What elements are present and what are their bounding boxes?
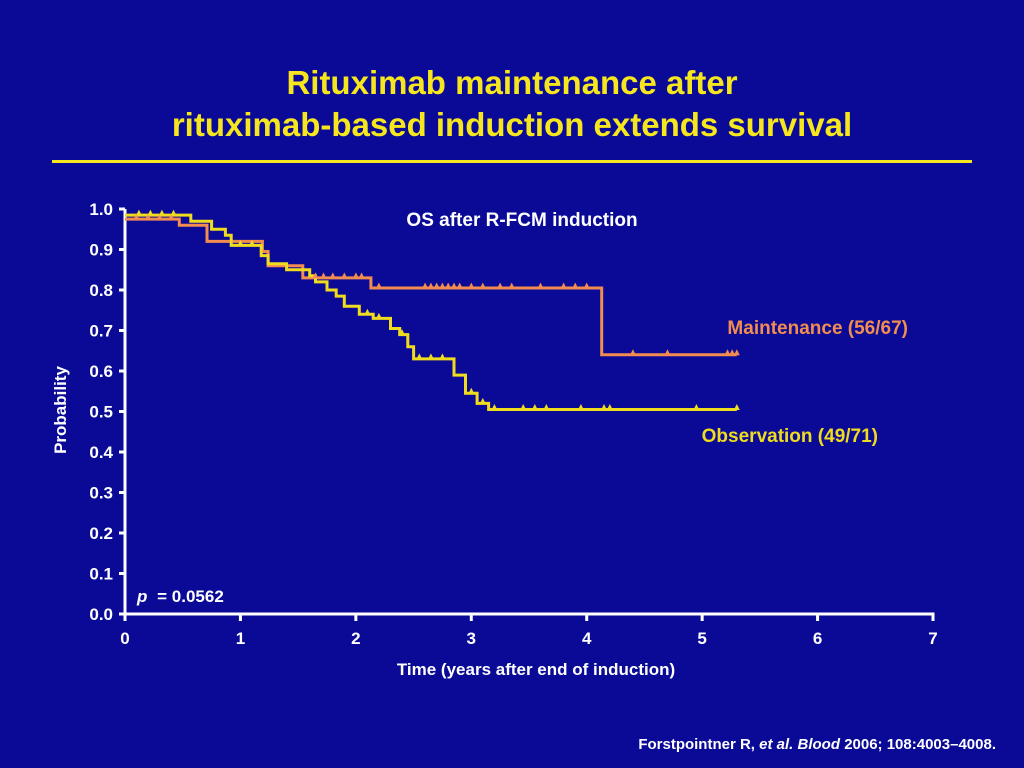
- observation-censor-mark: [399, 329, 405, 336]
- chart-censor-marks: [133, 209, 740, 410]
- observation-censor-mark: [693, 404, 700, 410]
- y-tick-label: 0.1: [89, 565, 113, 584]
- citation-etal: et al.: [759, 736, 794, 753]
- maintenance-censor-mark: [445, 282, 452, 289]
- x-tick-label: 1: [236, 629, 245, 648]
- y-tick-label: 1.0: [89, 200, 113, 219]
- x-tick-label: 3: [467, 629, 476, 648]
- observation-censor-mark: [601, 404, 607, 410]
- observation-censor-mark: [375, 312, 382, 319]
- y-tick-label: 0.9: [89, 241, 113, 260]
- observation-censor-mark: [237, 239, 244, 246]
- maintenance-censor-mark: [312, 272, 319, 279]
- p-label: p: [136, 587, 147, 606]
- title-divider: [52, 160, 972, 163]
- maintenance-censor-mark: [583, 282, 590, 289]
- observation-censor-mark: [416, 353, 423, 360]
- x-tick-label: 7: [928, 629, 937, 648]
- chart-curves: [125, 213, 737, 411]
- chart-axes: 0.0 0.1 0.2 0.3 0.4 0.5 0.6 0.7 0.8 0.9 1.0 0 1 2 3 4 5 6…: [89, 200, 937, 648]
- maintenance-censor-mark: [427, 282, 434, 289]
- y-tick-label: 0.0: [89, 605, 113, 624]
- maintenance-censor-mark: [145, 213, 152, 220]
- x-tick-label: 6: [813, 629, 822, 648]
- y-tick-label: 0.3: [89, 484, 113, 503]
- observation-censor-mark: [249, 239, 255, 246]
- observation-censor-mark: [364, 308, 371, 315]
- x-tick-label: 2: [351, 629, 360, 648]
- maintenance-censor-mark: [156, 213, 163, 220]
- maintenance-censor-mark: [560, 282, 567, 289]
- observation-censor-mark: [427, 353, 434, 360]
- observation-censor-mark: [468, 387, 475, 394]
- p-value-annotation: p = 0.0562: [136, 587, 224, 606]
- observation-censor-mark: [158, 209, 165, 216]
- x-tick-label: 4: [582, 629, 592, 648]
- maintenance-censor-mark: [468, 282, 475, 289]
- maintenance-censor-mark: [497, 282, 504, 289]
- citation-journal: Blood: [797, 736, 841, 753]
- legend-observation: Observation (49/71): [702, 426, 878, 447]
- observation-censor-mark: [577, 404, 584, 410]
- observation-censor-mark: [531, 404, 538, 410]
- maintenance-censor-mark: [664, 349, 671, 356]
- y-tick-label: 0.2: [89, 524, 113, 543]
- chart-title: OS after R-FCM induction: [406, 210, 637, 231]
- observation-censor-mark: [147, 209, 154, 216]
- observation-censor-mark: [135, 209, 142, 216]
- maintenance-censor-mark: [133, 213, 140, 220]
- maintenance-censor-mark: [168, 213, 175, 220]
- maintenance-censor-mark: [451, 282, 457, 289]
- observation-censor-mark: [543, 404, 550, 410]
- x-tick-label: 0: [120, 629, 129, 648]
- maintenance-censor-mark: [729, 349, 736, 356]
- maintenance-censor-mark: [537, 282, 544, 289]
- maintenance-censor-mark: [375, 282, 382, 289]
- observation-censor-mark: [479, 397, 486, 404]
- maintenance-censor-mark: [329, 272, 336, 279]
- maintenance-censor-mark: [479, 282, 486, 289]
- y-tick-label: 0.5: [89, 403, 113, 422]
- citation: Forstpointner R, et al. Blood 2006; 108:…: [638, 736, 996, 753]
- observation-censor-mark: [491, 404, 498, 410]
- observation-censor-mark: [520, 404, 527, 410]
- x-axis-label: Time (years after end of induction): [397, 660, 675, 679]
- maintenance-censor-mark: [439, 282, 446, 289]
- x-tick-label: 5: [697, 629, 706, 648]
- observation-censor-mark: [170, 209, 177, 216]
- slide-title-line-2: rituximab-based induction extends surviv…: [171, 106, 853, 143]
- maintenance-censor-mark: [724, 349, 731, 356]
- maintenance-censor-mark: [572, 282, 579, 289]
- maintenance-censor-mark: [352, 272, 359, 279]
- maintenance-censor-mark: [341, 272, 348, 279]
- y-axis-label: Probability: [51, 366, 70, 454]
- slide-title: Rituximab maintenance after rituximab-ba…: [0, 62, 1024, 146]
- maintenance-censor-mark: [422, 282, 429, 289]
- observation-curve: [125, 213, 737, 411]
- y-tick-label: 0.8: [89, 281, 113, 300]
- observation-censor-mark: [733, 404, 740, 410]
- p-value: = 0.0562: [157, 587, 224, 606]
- y-tick-label: 0.4: [89, 443, 113, 462]
- citation-rest: 2006; 108:4003–4008.: [844, 736, 996, 753]
- slide-title-line-1: Rituximab maintenance after: [286, 64, 738, 101]
- maintenance-censor-mark: [629, 349, 636, 356]
- y-tick-label: 0.6: [89, 362, 113, 381]
- maintenance-censor-mark: [508, 282, 515, 289]
- y-tick-label: 0.7: [89, 322, 113, 341]
- observation-censor-mark: [606, 404, 613, 410]
- maintenance-censor-mark: [433, 282, 440, 289]
- maintenance-censor-mark: [733, 349, 740, 356]
- maintenance-censor-mark: [320, 272, 327, 279]
- legend-maintenance: Maintenance (56/67): [727, 318, 908, 339]
- observation-censor-mark: [439, 353, 446, 360]
- citation-author: Forstpointner R,: [638, 736, 755, 753]
- maintenance-censor-mark: [456, 282, 463, 289]
- maintenance-censor-mark: [358, 272, 365, 279]
